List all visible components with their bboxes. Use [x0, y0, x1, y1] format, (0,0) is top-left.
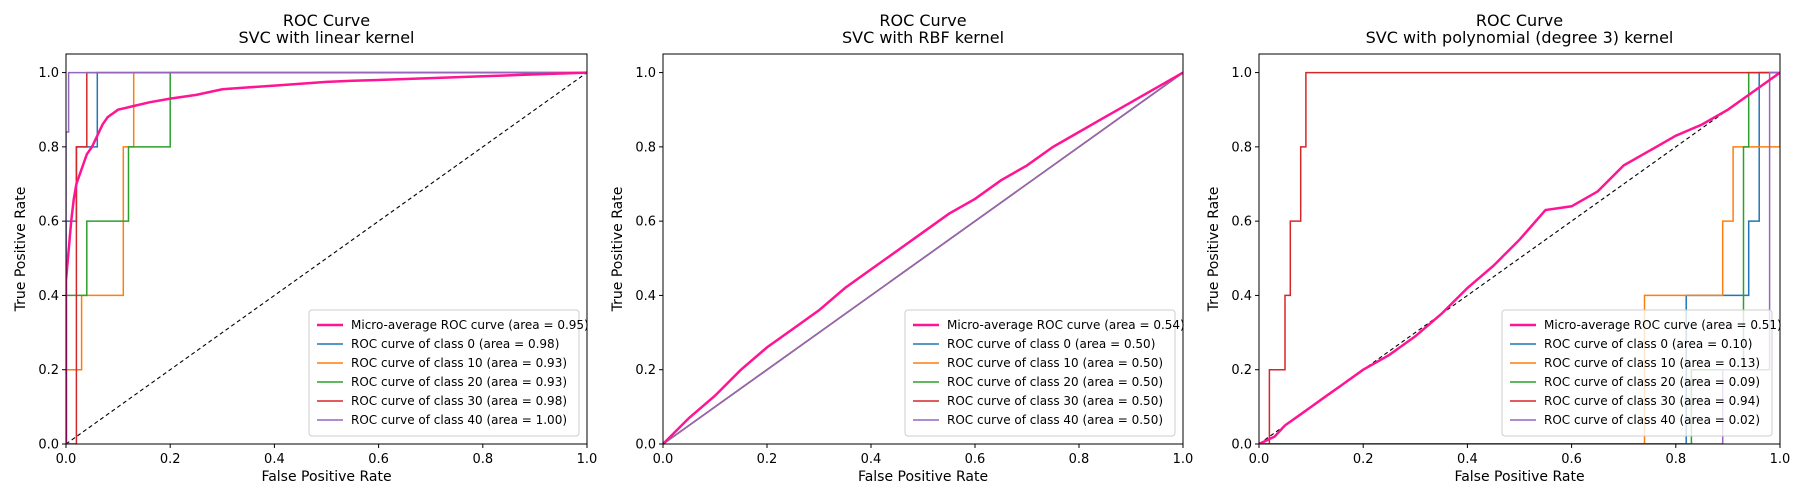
chance-diagonal-line — [66, 72, 587, 444]
x-tick-label: 1.0 — [1173, 452, 1194, 467]
legend: Micro-average ROC curve (area = 0.54) ROC… — [904, 309, 1185, 437]
y-tick-label: 0.4 — [38, 289, 59, 304]
axes-frame — [65, 53, 588, 445]
y-tick-label: 0.6 — [38, 215, 59, 230]
x-tick-label: 0.8 — [472, 452, 493, 467]
x-tick-label: 1.0 — [577, 452, 598, 467]
y-axis-label: True Positive Rate — [1206, 187, 1222, 313]
legend-box — [1501, 309, 1773, 437]
y-tick-label: 0.2 — [1231, 363, 1252, 378]
y-tick-label: 0.4 — [1231, 289, 1252, 304]
chart-subtitle: SVC with RBF kernel — [842, 28, 1004, 47]
y-axis-label: True Positive Rate — [13, 187, 29, 313]
x-axis-label: False Positive Rate — [261, 469, 391, 485]
legend-label: Micro-average ROC curve (area = 0.51) — [1544, 318, 1782, 332]
series-line-5 — [66, 71, 587, 444]
legend-label: ROC curve of class 30 (area = 0.98) — [351, 394, 567, 408]
legend-label: ROC curve of class 40 (area = 1.00) — [351, 413, 567, 427]
y-tick-label: 0.2 — [38, 363, 59, 378]
plot-area — [663, 71, 1183, 444]
legend-label: ROC curve of class 0 (area = 0.50) — [947, 337, 1155, 351]
x-tick-label: 0.0 — [653, 452, 674, 467]
chart-title: ROC Curve — [283, 11, 370, 30]
series-line-0 — [1259, 71, 1780, 444]
legend-label: Micro-average ROC curve (area = 0.95) — [351, 318, 589, 332]
axes-frame — [662, 53, 1184, 445]
x-tick-label: 1.0 — [1770, 452, 1791, 467]
y-tick-label: 0.2 — [635, 363, 656, 378]
legend-label: ROC curve of class 40 (area = 0.02) — [1544, 413, 1760, 427]
legend-label: ROC curve of class 30 (area = 0.94) — [1544, 394, 1760, 408]
y-tick-label: 0.8 — [635, 140, 656, 155]
x-tick-label: 0.0 — [56, 452, 77, 467]
series-line-5 — [663, 71, 1183, 444]
legend-label: ROC curve of class 10 (area = 0.13) — [1544, 356, 1760, 370]
chart-title: ROC Curve — [1476, 11, 1563, 30]
series-line-0 — [663, 71, 1183, 444]
series-line-0 — [66, 71, 587, 444]
y-tick-label: 0.8 — [38, 140, 59, 155]
x-tick-label: 0.8 — [1069, 452, 1090, 467]
y-tick-label: 0.6 — [1231, 215, 1252, 230]
x-tick-label: 0.2 — [1353, 452, 1374, 467]
y-tick-label: 1.0 — [635, 66, 656, 81]
chart-title: ROC Curve — [879, 11, 966, 30]
x-axis-label: False Positive Rate — [1454, 469, 1584, 485]
x-tick-label: 0.6 — [1561, 452, 1582, 467]
legend-label: Micro-average ROC curve (area = 0.54) — [947, 318, 1185, 332]
x-tick-label: 0.4 — [1457, 452, 1478, 467]
y-tick-label: 0.8 — [1231, 140, 1252, 155]
axes-frame — [1258, 53, 1781, 445]
y-tick-label: 0.0 — [38, 438, 59, 453]
legend-label: ROC curve of class 40 (area = 0.50) — [947, 413, 1163, 427]
legend-label: ROC curve of class 0 (area = 0.98) — [351, 337, 559, 351]
y-tick-label: 0.6 — [635, 215, 656, 230]
legend-box — [308, 309, 580, 437]
x-tick-label: 0.8 — [1665, 452, 1686, 467]
legend: Micro-average ROC curve (area = 0.51) ROC… — [1501, 309, 1782, 437]
legend-label: ROC curve of class 0 (area = 0.10) — [1544, 337, 1752, 351]
x-tick-label: 0.0 — [1249, 452, 1270, 467]
y-axis-label: True Positive Rate — [610, 187, 626, 313]
legend-label: ROC curve of class 20 (area = 0.09) — [1544, 375, 1760, 389]
legend: Micro-average ROC curve (area = 0.95) ROC… — [308, 309, 589, 437]
y-tick-label: 0.0 — [1231, 438, 1252, 453]
y-tick-label: 1.0 — [1231, 66, 1252, 81]
y-tick-label: 0.0 — [635, 438, 656, 453]
legend-label: ROC curve of class 20 (area = 0.93) — [351, 375, 567, 389]
legend-label: ROC curve of class 30 (area = 0.50) — [947, 394, 1163, 408]
x-tick-label: 0.4 — [264, 452, 285, 467]
legend-label: ROC curve of class 20 (area = 0.50) — [947, 375, 1163, 389]
y-tick-label: 0.4 — [635, 289, 656, 304]
x-tick-label: 0.6 — [368, 452, 389, 467]
chart-subtitle: SVC with polynomial (degree 3) kernel — [1366, 28, 1674, 47]
chart-subtitle: SVC with linear kernel — [239, 28, 415, 47]
x-tick-label: 0.2 — [160, 452, 181, 467]
x-axis-label: False Positive Rate — [858, 469, 988, 485]
legend-box — [904, 309, 1176, 437]
series-line-4 — [1259, 71, 1780, 444]
x-tick-label: 0.4 — [861, 452, 882, 467]
x-tick-label: 0.6 — [965, 452, 986, 467]
series-line-2 — [66, 71, 587, 444]
legend-label: ROC curve of class 10 (area = 0.93) — [351, 356, 567, 370]
x-tick-label: 0.2 — [757, 452, 778, 467]
plot-area — [66, 71, 587, 444]
legend-label: ROC curve of class 10 (area = 0.50) — [947, 356, 1163, 370]
y-tick-label: 1.0 — [38, 66, 59, 81]
